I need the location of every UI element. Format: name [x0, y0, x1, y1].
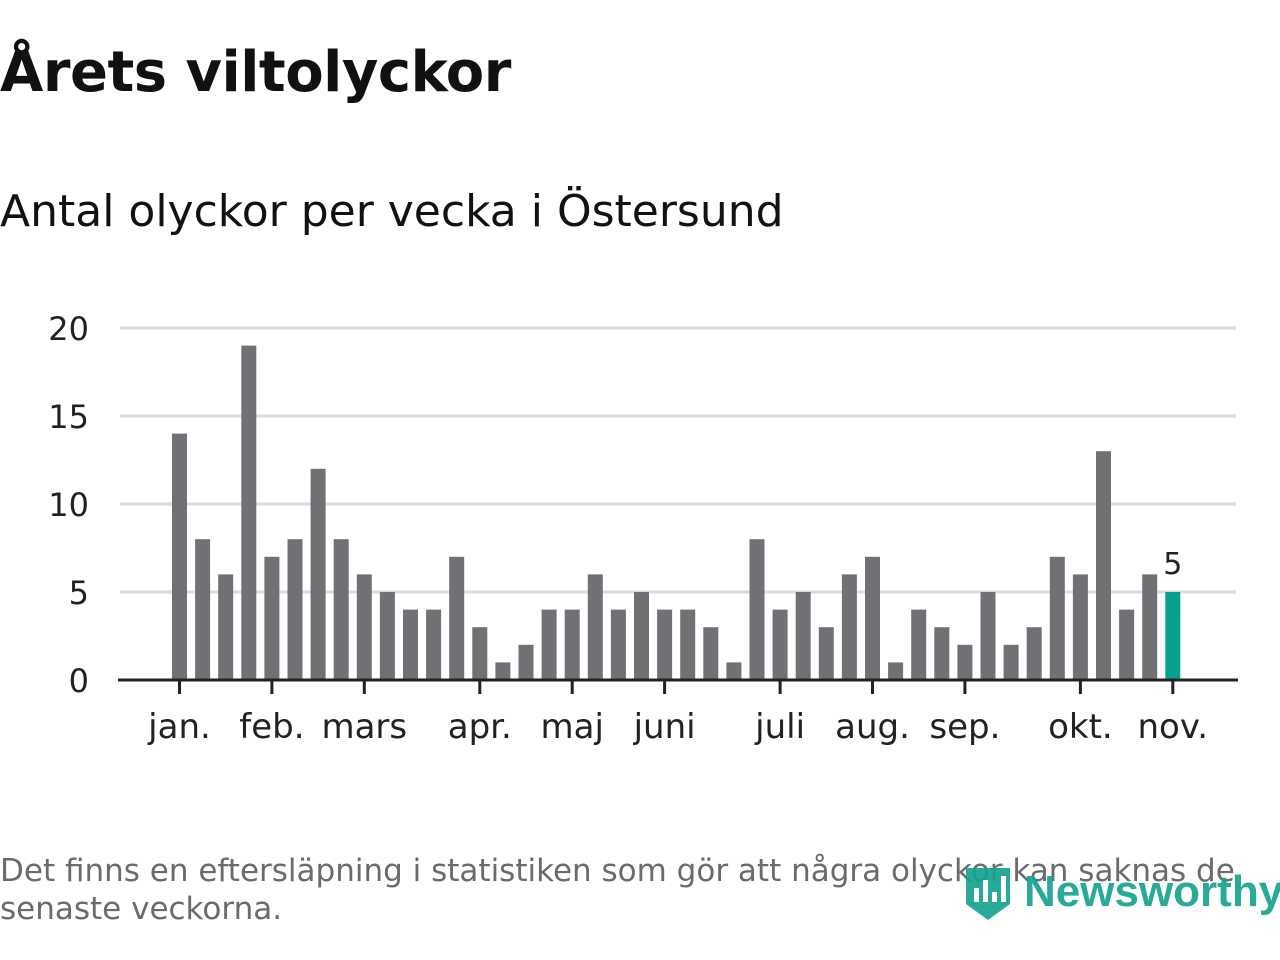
x-tick-label: aug. [835, 707, 910, 747]
x-tick-label: juli [754, 707, 805, 747]
x-tick-label: jan. [147, 707, 211, 747]
y-tick-label: 15 [48, 398, 89, 436]
bar [264, 556, 280, 680]
bar [449, 556, 465, 680]
bar [310, 468, 326, 680]
bar [379, 592, 395, 680]
bar [218, 574, 234, 680]
bar [1003, 644, 1019, 680]
bar [1026, 627, 1042, 680]
bar [426, 609, 442, 680]
x-tick-label: apr. [448, 707, 512, 747]
bar [356, 574, 372, 680]
highlighted-bar [1165, 592, 1181, 680]
chart-title: Årets viltolyckor [0, 40, 511, 105]
bar [980, 592, 996, 680]
x-tick-label: nov. [1137, 707, 1208, 747]
bar [172, 433, 187, 680]
newsworthy-logo-icon [966, 868, 1010, 920]
bar [795, 592, 811, 680]
bar [726, 662, 742, 680]
x-tick-label: sep. [929, 707, 1000, 747]
newsworthy-logo: Newsworthy [962, 860, 1280, 924]
y-tick-label: 10 [48, 486, 89, 524]
y-tick-label: 5 [69, 574, 89, 612]
data-label: 5 [1163, 547, 1182, 582]
bar [610, 609, 626, 680]
x-tick-label: feb. [239, 707, 304, 747]
x-tick-label: okt. [1048, 707, 1113, 747]
bar [772, 609, 788, 680]
bar [1072, 574, 1088, 680]
bar [888, 662, 904, 680]
bar [865, 556, 880, 680]
bar [934, 627, 950, 680]
bar [1049, 556, 1065, 680]
bar [957, 644, 973, 680]
bar [495, 662, 511, 680]
bar [634, 592, 649, 680]
x-tick-label: mars [321, 707, 407, 747]
bar [1119, 609, 1135, 680]
bar [472, 627, 488, 680]
bar [241, 345, 257, 680]
bar [657, 609, 673, 680]
bar [403, 609, 418, 680]
bar [841, 574, 857, 680]
bar [564, 609, 580, 680]
y-tick-label: 0 [69, 662, 89, 700]
y-tick-label: 20 [48, 310, 89, 348]
bar [680, 609, 696, 680]
bar [518, 644, 534, 680]
chart-subtitle: Antal olyckor per vecka i Östersund [0, 186, 784, 237]
bar [587, 574, 603, 680]
bar [1096, 451, 1111, 680]
bar [911, 609, 927, 680]
bar [195, 539, 211, 680]
bar-chart: 0 5 10 15 20 5 jan. feb. mars apr. maj juni juli aug.… [48, 310, 1238, 747]
x-tick-label: maj [540, 707, 603, 747]
bar [749, 539, 765, 680]
bar [541, 609, 557, 680]
footnote: Det finns en eftersläpning i statistiken… [0, 853, 1235, 927]
bar [287, 539, 303, 680]
bar [333, 539, 349, 680]
x-tick-label: juni [633, 707, 696, 747]
logo-text: Newsworthy [1024, 867, 1280, 916]
bar [1142, 574, 1158, 680]
bar [703, 627, 719, 680]
bar [818, 627, 834, 680]
